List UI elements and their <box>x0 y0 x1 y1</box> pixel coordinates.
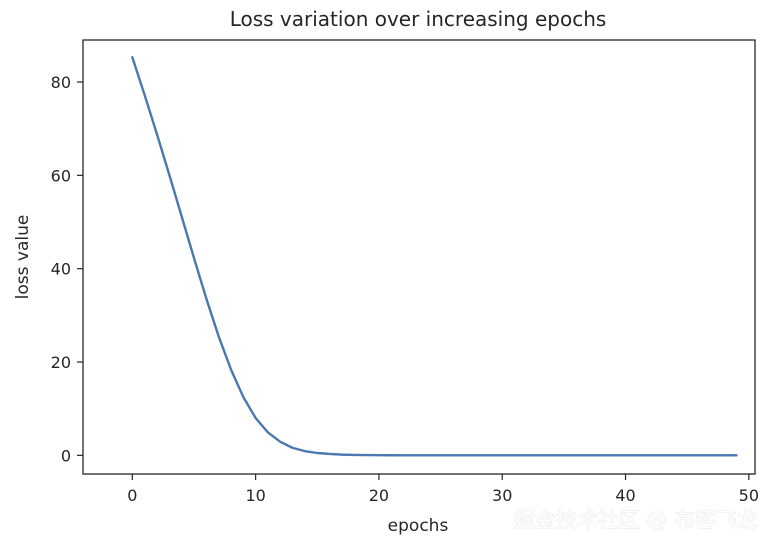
y-axis-label: loss value <box>13 215 33 300</box>
loss-line <box>131 56 738 457</box>
x-tick-label: 10 <box>245 486 265 505</box>
y-tick-label: 20 <box>51 353 71 372</box>
x-tick-label: 40 <box>615 486 635 505</box>
y-tick-label: 40 <box>51 260 71 279</box>
x-tick-label: 20 <box>369 486 389 505</box>
x-tick-label: 50 <box>739 486 759 505</box>
plot-frame <box>82 39 756 475</box>
y-tick-label: 80 <box>51 73 71 92</box>
y-tick-label: 60 <box>51 166 71 185</box>
x-tick-label: 30 <box>492 486 512 505</box>
x-axis-label: epochs <box>388 516 449 536</box>
watermark: 掘金技术社区 @ 布客飞龙 <box>514 508 758 532</box>
axis-ticks: 0 10 20 30 40 50 0 20 40 60 80 <box>51 73 759 505</box>
x-tick-label: 0 <box>127 486 137 505</box>
y-tick-label: 0 <box>61 446 71 465</box>
chart-title: Loss variation over increasing epochs <box>230 7 607 31</box>
